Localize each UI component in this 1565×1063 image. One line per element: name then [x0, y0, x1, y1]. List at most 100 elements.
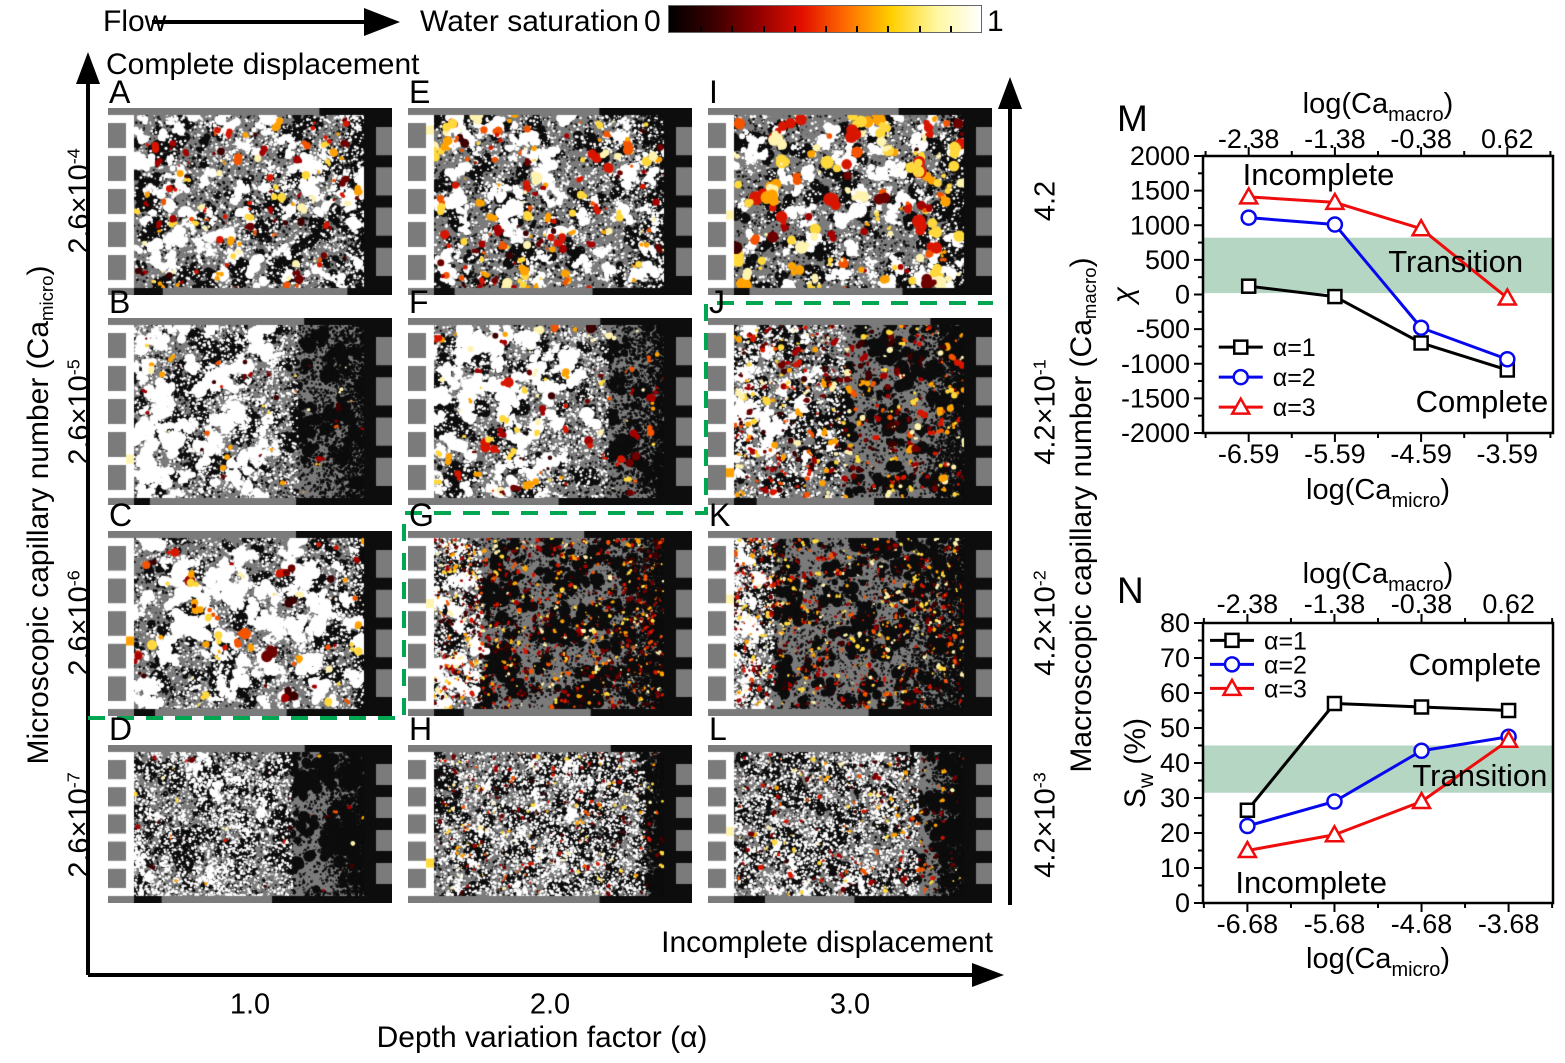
right-axis-title: Macroscopic capillary number (Camacro): [1065, 257, 1101, 772]
y-tick-label: 0: [1175, 280, 1190, 310]
y-tick-label: -1000: [1121, 349, 1190, 379]
ticks: [1194, 147, 1552, 442]
series-line: [1246, 702, 1509, 812]
top-tick-label: -1.38: [1304, 589, 1366, 619]
right-axis-tick-1: 4.2×10-1: [1030, 359, 1063, 465]
right-axis-tick-2: 4.2×10-2: [1030, 570, 1063, 676]
x-tick-label: -5.59: [1304, 439, 1366, 469]
series-α=1: [1239, 695, 1517, 818]
bottom-axis-title: Depth variation factor (α): [376, 1021, 708, 1054]
right-axis-title-post: ): [1065, 257, 1099, 268]
panel-letter-K: K: [709, 497, 731, 533]
legend-label: α=2: [1264, 651, 1307, 679]
panel-letter-B: B: [109, 284, 131, 320]
right-axis-tick-1-base: 4.2×10: [1029, 375, 1062, 465]
bottom-axis-tick-2: 3.0: [829, 988, 871, 1021]
y-tick-label: -1500: [1121, 383, 1190, 413]
legend-label: α=1: [1273, 334, 1316, 362]
marker-triangle: [1324, 191, 1346, 211]
water-saturation-label: Water saturation: [420, 5, 639, 38]
marker-circle: [1223, 656, 1241, 673]
panel-D-image: [108, 745, 392, 903]
left-axis-tick-3: 2.6×10-7: [64, 772, 97, 878]
panel-L: [708, 745, 992, 903]
panel-letter-A: A: [109, 74, 131, 110]
series-line: [1246, 735, 1509, 828]
y-tick-label: 500: [1145, 245, 1190, 275]
panel-letter-I: I: [709, 74, 718, 110]
colorbar-tick: [918, 26, 921, 32]
panel-H: [408, 745, 692, 903]
marker-circle: [1239, 817, 1256, 835]
left-axis-tick-1-base: 2.6×10: [63, 375, 96, 465]
incomplete-displacement-label: Incomplete displacement: [661, 926, 993, 959]
top-axis-title: log(Camacro): [1303, 558, 1454, 596]
left-axis-title-pre: Microscopic capillary number (Ca: [22, 320, 56, 765]
y-tick-label: 2000: [1130, 141, 1190, 171]
macro-axis-arrowhead: [998, 77, 1022, 109]
marker-square: [1233, 339, 1249, 355]
top-tick-label: -2.38: [1218, 124, 1280, 154]
panel-J-image: [708, 318, 992, 505]
bottom-axis-title: log(Camicro): [1306, 943, 1450, 981]
panel-letter-D: D: [109, 711, 133, 747]
marker-square: [1240, 278, 1257, 294]
left-axis-tick-0: 2.6×10-4: [64, 148, 97, 254]
y-tick-label: 50: [1160, 713, 1190, 743]
chart-n-letter: N: [1117, 570, 1144, 611]
left-axis-tick-0-exp: -4: [63, 148, 84, 165]
x-tick-label: -3.68: [1478, 909, 1540, 939]
marker-triangle: [1238, 185, 1260, 205]
marker-square: [1224, 632, 1240, 649]
y-tick-label: 80: [1160, 608, 1190, 638]
marker-square: [1326, 695, 1343, 712]
right-axis-tick-0-base: 4.2: [1029, 180, 1062, 222]
panel-letter-H: H: [409, 711, 433, 747]
panel-E-image: [408, 108, 692, 295]
marker-triangle: [1236, 839, 1259, 859]
left-axis-tick-2: 2.6×10-6: [64, 570, 97, 676]
series-line: [1248, 284, 1508, 372]
marker-triangle: [1410, 217, 1432, 237]
marker-circle: [1326, 216, 1344, 233]
marker-triangle: [1496, 286, 1518, 306]
legend-label: α=2: [1273, 364, 1316, 392]
panel-C: [108, 531, 392, 716]
panel-letter-J: J: [709, 284, 725, 320]
colorbar-max-label: 1: [987, 5, 1004, 38]
micro-axis-arrowhead: [76, 52, 100, 84]
left-axis-title-post: ): [22, 265, 56, 276]
y-tick-label: 70: [1160, 643, 1190, 673]
left-axis-tick-2-exp: -6: [63, 570, 84, 587]
marker-square: [1413, 699, 1430, 715]
marker-triangle: [1230, 396, 1252, 415]
right-axis-tick-0: 4.2: [1030, 181, 1063, 221]
annotation-complete: Complete: [1416, 384, 1549, 419]
panel-L-image: [708, 745, 992, 903]
y-axis-title: χ: [1115, 286, 1140, 306]
marker-triangle: [1323, 823, 1346, 843]
colorbar-tick: [731, 26, 734, 32]
right-axis-tick-3: 4.2×10-3: [1030, 772, 1063, 878]
panel-G-image: [408, 531, 692, 716]
right-axis-title-sub: macro: [1078, 267, 1100, 320]
y-tick-label: 1500: [1130, 176, 1190, 206]
right-axis-tick-2-base: 4.2×10: [1029, 586, 1062, 676]
legend: α=1α=2α=3: [1210, 627, 1307, 703]
left-axis-tick-1: 2.6×10-5: [64, 359, 97, 465]
panel-A: [108, 108, 392, 295]
x-tick-label: -4.59: [1390, 439, 1452, 469]
panel-B: [108, 318, 392, 505]
series-α=2: [1239, 728, 1517, 835]
top-axis-title: log(Camacro): [1303, 88, 1454, 126]
panel-K-image: [708, 531, 992, 716]
marker-square: [1239, 802, 1256, 818]
annotation-transition: Transition: [1388, 244, 1523, 279]
legend-label: α=3: [1264, 675, 1307, 703]
panel-letter-G: G: [409, 497, 434, 533]
y-tick-label: -2000: [1121, 418, 1190, 448]
colorbar-tick: [887, 26, 890, 32]
annotation-transition: Transition: [1412, 758, 1547, 793]
complete-displacement-label: Complete displacement: [106, 48, 420, 81]
